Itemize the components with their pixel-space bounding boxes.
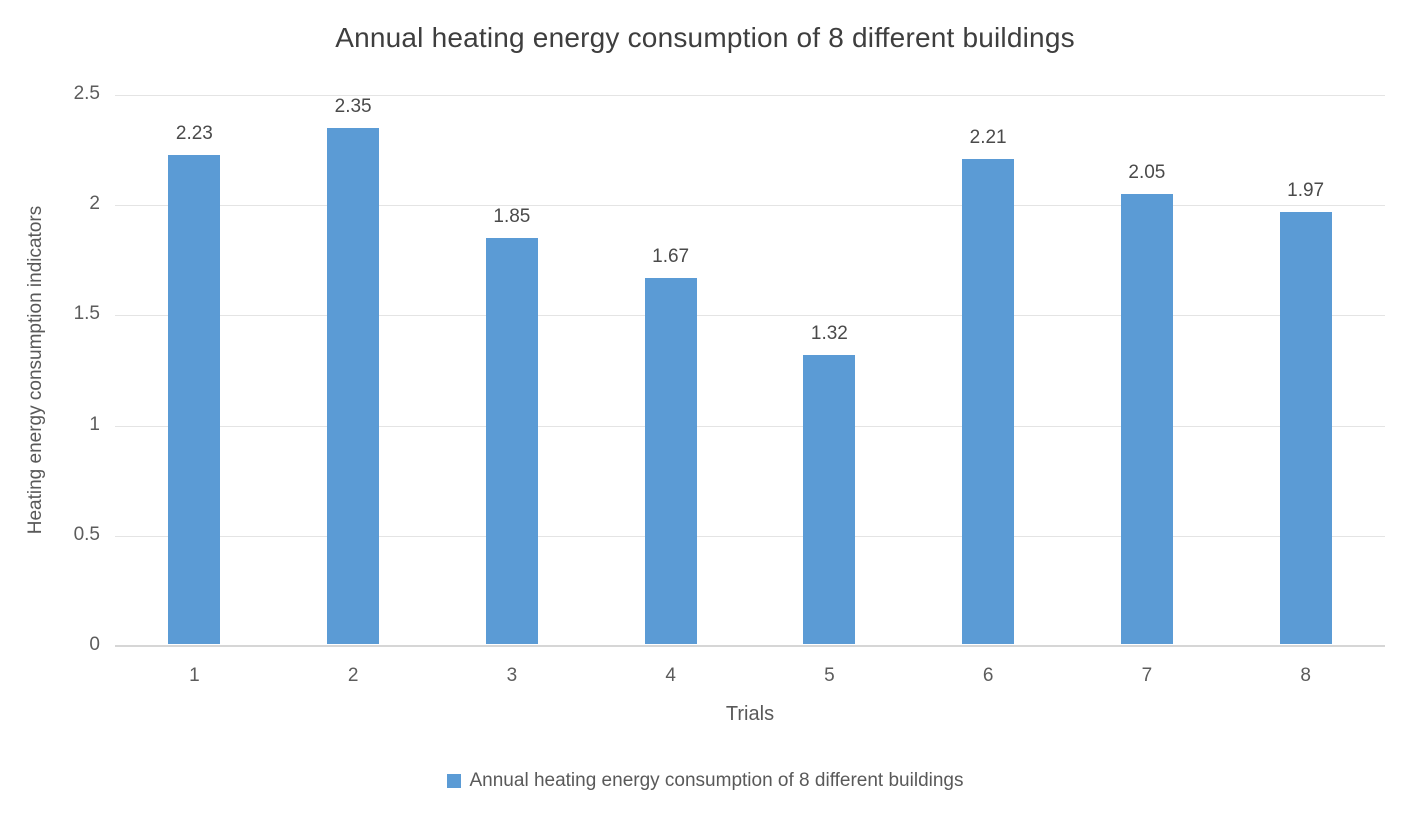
bar — [1120, 194, 1173, 644]
x-tick-label: 7 — [1141, 665, 1153, 686]
x-axis-baseline — [115, 645, 1385, 647]
x-tick-label: 3 — [506, 665, 518, 686]
x-tick-label: 2 — [347, 665, 359, 686]
plot-area: 2.23 2.35 1.85 1.67 1.32 2.21 2.05 1.97 — [115, 95, 1385, 647]
gridline — [115, 95, 1385, 96]
bar — [803, 355, 856, 644]
y-tick-label: 1.5 — [73, 303, 100, 325]
y-axis-title: Heating energy consumption indicators — [25, 205, 46, 535]
bar — [168, 154, 221, 644]
chart-title: Annual heating energy consumption of 8 d… — [335, 22, 1075, 53]
gridline — [115, 315, 1385, 317]
bar-value-label: 1.32 — [810, 323, 848, 345]
x-tick-label: 8 — [1300, 665, 1311, 686]
bar-value-label: 2.35 — [334, 96, 372, 118]
y-tick-label: 2 — [89, 193, 100, 215]
x-tick-label: 6 — [982, 665, 994, 686]
y-tick-label: 0 — [89, 634, 100, 655]
y-tick-label: 1 — [89, 413, 100, 435]
bar-value-label: 2.05 — [1128, 162, 1166, 184]
bar-value-label: 1.67 — [652, 245, 690, 267]
gridline — [115, 425, 1385, 427]
gridline — [115, 205, 1385, 207]
gridline — [115, 535, 1385, 537]
bar — [327, 128, 380, 644]
y-tick-label: 0.5 — [73, 523, 100, 545]
bar-value-label: 1.85 — [493, 206, 531, 228]
bar — [644, 277, 697, 644]
legend-label: Annual heating energy consumption of 8 d… — [469, 770, 964, 791]
bar — [485, 238, 538, 644]
legend-swatch-icon — [446, 774, 461, 788]
x-tick-label: 4 — [665, 665, 676, 686]
bar — [962, 158, 1015, 644]
y-tick-label: 2.5 — [73, 83, 100, 104]
x-axis-title: Trials — [725, 703, 775, 725]
bar-value-label: 2.23 — [175, 122, 213, 144]
x-tick-label: 1 — [189, 665, 200, 686]
bar-value-label: 2.21 — [969, 126, 1007, 148]
bar — [1279, 211, 1332, 644]
bar-value-label: 1.97 — [1287, 179, 1325, 201]
legend: Annual heating energy consumption of 8 d… — [0, 770, 1410, 792]
x-tick-label: 5 — [824, 665, 835, 686]
